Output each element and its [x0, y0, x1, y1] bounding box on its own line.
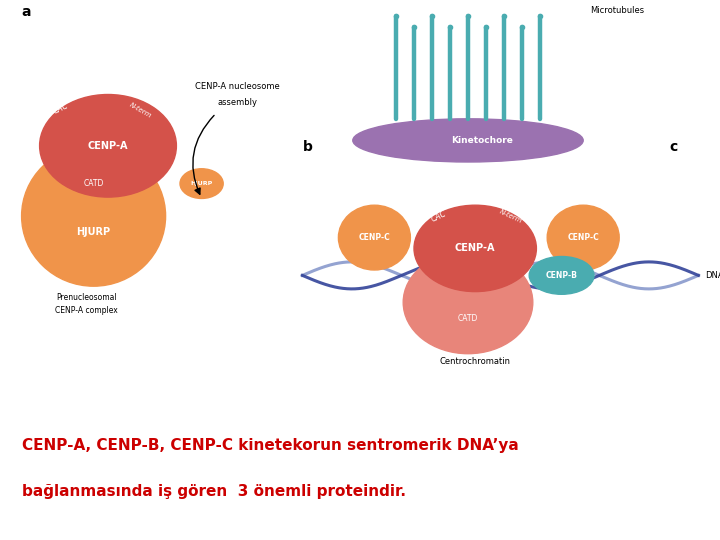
Text: CENP-A, CENP-B, CENP-C kinetekorun sentromerik DNA’ya: CENP-A, CENP-B, CENP-C kinetekorun sentr… — [22, 438, 518, 453]
Ellipse shape — [40, 94, 176, 197]
Text: DNA: DNA — [706, 271, 720, 280]
Text: CENP-C: CENP-C — [567, 233, 599, 242]
Ellipse shape — [414, 205, 536, 292]
Text: bağlanmasında iş gören  3 önemli proteindir.: bağlanmasında iş gören 3 önemli proteind… — [22, 484, 405, 499]
Ellipse shape — [338, 205, 410, 270]
Text: Centrochromatin: Centrochromatin — [440, 357, 510, 366]
Text: a: a — [22, 5, 31, 19]
Ellipse shape — [547, 205, 619, 270]
Ellipse shape — [353, 119, 583, 162]
Text: assembly: assembly — [217, 98, 258, 107]
Text: CAC: CAC — [52, 100, 71, 116]
Text: CAC: CAC — [430, 208, 449, 224]
Text: CENP-A nucleosome: CENP-A nucleosome — [195, 82, 280, 91]
Text: Microtubules: Microtubules — [590, 6, 644, 15]
Ellipse shape — [22, 146, 166, 286]
Text: CENP-A complex: CENP-A complex — [55, 306, 118, 315]
Ellipse shape — [403, 251, 533, 354]
Text: HJURP: HJURP — [76, 227, 111, 237]
Text: N-term: N-term — [499, 208, 523, 224]
Ellipse shape — [180, 168, 223, 199]
Text: HJURP: HJURP — [191, 181, 212, 186]
Text: CATD: CATD — [84, 179, 104, 188]
Text: CENP-A: CENP-A — [88, 141, 128, 151]
Text: b: b — [302, 140, 312, 154]
Text: CENP-C: CENP-C — [359, 233, 390, 242]
Text: CENP-B: CENP-B — [546, 271, 577, 280]
Text: c: c — [670, 140, 678, 154]
Ellipse shape — [529, 256, 594, 294]
Text: CENP-A: CENP-A — [455, 244, 495, 253]
Text: N-term: N-term — [128, 102, 153, 119]
Text: Kinetochore: Kinetochore — [451, 136, 513, 145]
Text: CATD: CATD — [458, 314, 478, 323]
Text: Prenucleosomal: Prenucleosomal — [56, 293, 117, 301]
